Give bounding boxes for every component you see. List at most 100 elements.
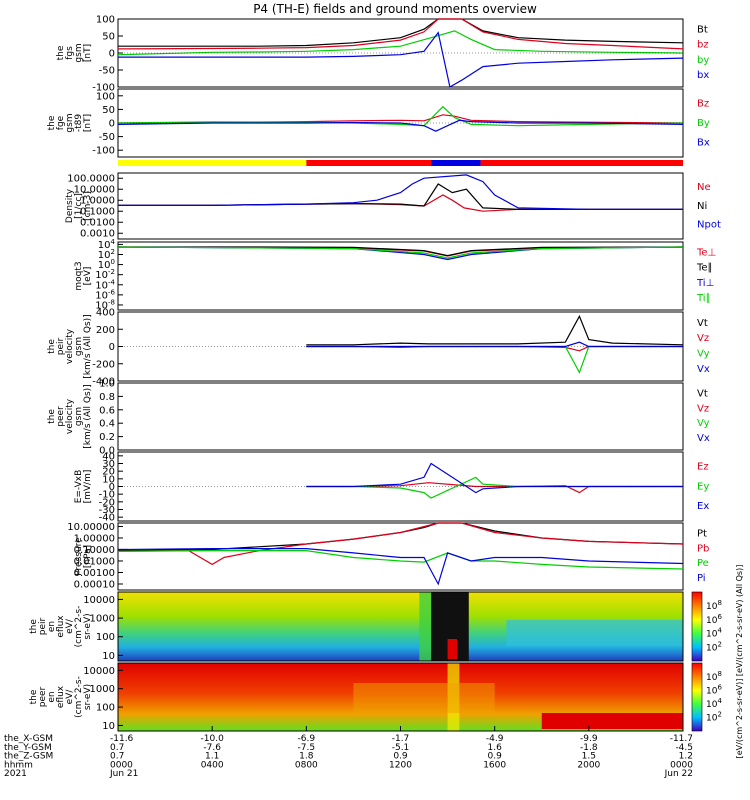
y-axis-label-line: sr-eV) [83, 613, 93, 639]
x-axis-value: 0.7 [110, 752, 124, 762]
y-tick-label: 400 [96, 308, 115, 319]
y-axis-label-line: -t89 [74, 114, 84, 133]
panel-fge: 100 50 0 -50 -100 thefgegsm-t89[nT] Bz By Bx [47, 88, 710, 158]
y-tick-label: 1000 [90, 614, 115, 625]
y-axis-label-line: gsm [74, 337, 84, 356]
y-tick-label: 0.2 [99, 432, 115, 443]
y-axis-label-line: [km/s (All Qs)] [83, 384, 93, 448]
panel-moments: 10410210010-210-410-610-8moqt3[eV]Te⊥Te∥… [74, 238, 716, 312]
y-axis-label-line: [eV] [83, 267, 93, 286]
series-line-Te∥ [118, 246, 684, 257]
legend-entry: Vy [697, 418, 710, 429]
x-axis-value: -4.5 [675, 743, 693, 753]
colorbar-tick-label: 102 [706, 640, 722, 653]
legend-entry: Bt [697, 25, 708, 36]
x-axis-value: 0800 [295, 760, 318, 770]
y-tick-label: 10-8 [95, 298, 115, 311]
x-axis-value: 0.9 [393, 752, 408, 762]
y-axis-label: Pressure[nPa] [74, 537, 93, 576]
y-axis-label-line: (cm^2-s- [74, 606, 84, 648]
y-tick-label: 104 [98, 238, 116, 251]
y-tick-label: 0.0010 [80, 229, 115, 240]
x-axis-value: 0.7 [110, 743, 124, 753]
x-axis-value: -11.7 [670, 734, 693, 744]
x-axis-value: 1600 [483, 760, 506, 770]
x-axis-row-label: the_Z-GSM [4, 752, 53, 762]
y-axis-label: thepeirvelocitygsm[km/s (All Qs)] [47, 314, 93, 378]
series-line-Pi [117, 547, 684, 586]
y-tick-label: 0.00100 [74, 568, 115, 579]
y-axis-label-line: peir [56, 337, 66, 355]
y-tick-label: 100 [96, 91, 115, 102]
x-axis-value: -11.6 [110, 734, 134, 744]
x-axis-value: Jun 21 [109, 769, 138, 779]
legend-entry: Bx [697, 137, 710, 148]
y-axis-label-line: en [47, 621, 57, 632]
status-bar-segment [431, 160, 481, 166]
y-axis-label-line: [km/s (All Qs)] [83, 314, 93, 378]
y-tick-label: 0.0100 [80, 218, 115, 229]
y-axis-label-line: Density [65, 188, 75, 223]
colorbar-tick-label: 102 [706, 711, 722, 724]
y-axis-label-line: fge [56, 115, 66, 130]
y-tick-label: 10-6 [95, 288, 115, 301]
y-axis-label-line: sr-eV) [83, 684, 93, 710]
legend-entry: Te∥ [696, 263, 713, 274]
x-axis-value: 1.8 [299, 752, 314, 762]
y-tick-label: 0 [109, 49, 115, 60]
panel-frame [117, 172, 684, 240]
y-tick-label: 200 [96, 325, 115, 336]
series-line-Pt [117, 522, 684, 552]
y-axis-label-line: E=-VxB [74, 470, 84, 504]
y-tick-label: 0 [109, 119, 115, 130]
y-tick-label: 0.4 [99, 419, 115, 430]
series-line-Npot [118, 174, 683, 210]
x-axis-value: -7.6 [203, 743, 221, 753]
x-axis-value: 1.1 [205, 752, 219, 762]
legend-entry: Pb [697, 543, 709, 554]
y-tick-label: 0.01000 [74, 556, 115, 567]
y-tick-label: 0.8 [99, 392, 115, 403]
y-axis-label-line: [nT] [83, 44, 93, 62]
y-tick-label: 100 [96, 632, 115, 643]
status-bar-segment [480, 160, 683, 166]
legend-entry: Ni [697, 201, 707, 212]
colorbar-tick-label: 106 [706, 684, 722, 697]
y-axis-label-line: eV/ [65, 689, 75, 705]
y-tick-label: -100 [92, 83, 115, 94]
y-tick-label: 1000 [90, 684, 115, 695]
x-axis-value: -6.9 [298, 734, 316, 744]
y-axis-label-line: velocity [65, 328, 75, 364]
x-axis-value: -1.7 [392, 734, 410, 744]
y-tick-label: 10-4 [95, 278, 115, 291]
y-tick-label: 102 [98, 248, 115, 261]
legend-entry: Vy [697, 348, 710, 359]
x-axis-value: 1.2 [679, 752, 693, 762]
legend-entry: Vt [697, 318, 708, 329]
x-axis-value: 0400 [201, 760, 224, 770]
y-tick-label: 1.0 [99, 379, 115, 390]
series-line-Pe [117, 549, 684, 570]
heatmap-red-band [541, 713, 683, 729]
x-axis-value: -5.1 [392, 743, 410, 753]
y-axis-label-line: fgs [65, 46, 75, 60]
legend-entry: Pt [697, 528, 707, 539]
y-tick-label: 50 [102, 105, 115, 116]
y-tick-label: 0 [109, 342, 115, 353]
legend-entry: by [697, 55, 709, 66]
status-bar-segment [118, 160, 307, 166]
y-axis-label-line: the [29, 619, 39, 634]
y-axis-label-line: the [47, 409, 57, 424]
series-line-By [117, 105, 684, 127]
series-line-Vy [306, 345, 683, 374]
y-tick-label: 1.0000 [80, 196, 115, 207]
series-line-Vt [306, 314, 684, 346]
colorbar-tick-label: 108 [706, 670, 722, 683]
heatmap-hot-spot [447, 639, 457, 659]
y-tick-label: -200 [92, 359, 115, 370]
legend-entry: Vx [697, 433, 710, 444]
y-axis-label-line: en [47, 691, 57, 702]
